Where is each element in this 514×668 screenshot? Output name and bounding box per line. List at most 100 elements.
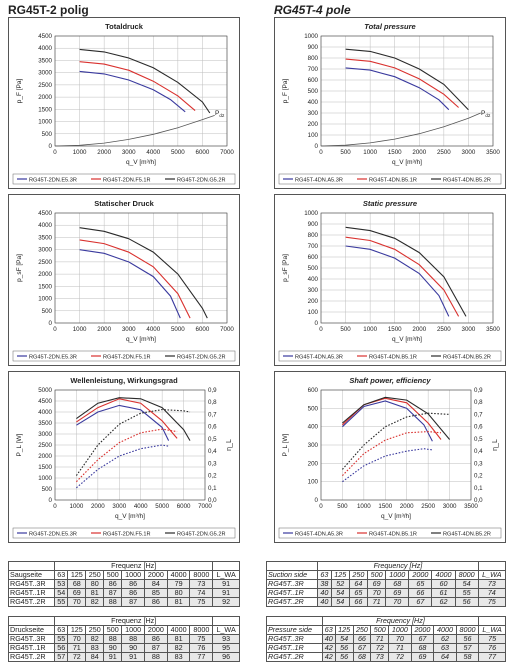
- y-tick-label: 3000: [38, 70, 52, 77]
- annotation-pd2: Pd2: [215, 110, 225, 118]
- heading-left: RG45T-2 polig: [8, 3, 89, 17]
- table-cell: 67: [408, 597, 433, 607]
- x-tick-label: 4000: [134, 503, 148, 510]
- legend-item: RG45T-2DN.F5.1R: [103, 178, 151, 184]
- y-tick-label: 0: [49, 320, 53, 327]
- table-row: RG45T..2R 42 56 68 73 72 69 64 58 77: [266, 652, 506, 662]
- table-cell: 64: [433, 652, 457, 662]
- y-tick-label: 100: [308, 309, 319, 316]
- x-axis-label: q_V [m³/h]: [392, 336, 422, 343]
- legend-item: RG45T-2DN.G5.2R: [177, 178, 226, 184]
- y-tick-label: 4000: [38, 222, 52, 229]
- plot-frame: [320, 389, 472, 501]
- legend-item: RG45T-2DN.F5.1R: [103, 355, 151, 361]
- x-tick-label: 2500: [437, 149, 451, 156]
- table-cell: 42: [321, 652, 336, 662]
- y2-tick-label: 0,6: [208, 424, 217, 431]
- table-cell: 83: [166, 652, 191, 662]
- table-cell: 62: [431, 597, 456, 607]
- x-tick-label: 0: [53, 503, 57, 510]
- x-axis-label: q_V [m³/h]: [126, 336, 156, 343]
- y2-tick-label: 0,6: [474, 424, 483, 431]
- x-tick-label: 2000: [412, 149, 426, 156]
- table-cell: 73: [370, 652, 390, 662]
- y-axis-label: p_F [Pa]: [16, 79, 23, 104]
- y-tick-label: 1500: [38, 106, 52, 113]
- y-axis-label: p_F [Pa]: [282, 79, 289, 104]
- y2-tick-label: 0,0: [208, 497, 217, 504]
- legend-box: [12, 527, 236, 539]
- y-tick-label: 500: [308, 88, 319, 95]
- table-cell: 86: [143, 597, 168, 607]
- table-row: RG45T..2R 57 72 84 91 91 88 83 77 96: [7, 652, 240, 662]
- series-line: [79, 61, 196, 112]
- y-tick-label: 500: [42, 131, 53, 138]
- table-cell: 75: [189, 597, 214, 607]
- chart-title: Total pressure: [364, 22, 415, 31]
- series-line: [345, 245, 450, 317]
- series-line: [76, 398, 178, 439]
- x-tick-label: 1000: [73, 326, 87, 333]
- series-line: [345, 67, 450, 111]
- x-tick-label: 2000: [412, 326, 426, 333]
- y-tick-label: 400: [308, 276, 319, 283]
- series-line-efficiency: [75, 409, 191, 476]
- legend-item: RG45T-4DN.B5.1R: [369, 355, 417, 361]
- y-tick-label: 2500: [38, 442, 52, 449]
- x-tick-label: 6000: [196, 149, 210, 156]
- table-row-label: RG45T..2R: [7, 652, 56, 662]
- y2-axis-label: η_L: [226, 439, 233, 451]
- y-tick-label: 0: [315, 143, 319, 150]
- plot-frame: [54, 35, 228, 147]
- table-cell: 91: [103, 652, 123, 662]
- x-tick-label: 3500: [464, 503, 478, 510]
- y-tick-label: 600: [308, 254, 319, 261]
- legend-item: RG45T-2DN.E5.3R: [29, 178, 77, 184]
- table-row: RG45T..1R 54 69 81 87 86 85 80 74 91: [7, 588, 240, 598]
- noise-table-suction-4pole: Frequency [Hz] Suction side 63 125 250 500 100…: [265, 561, 507, 607]
- table-cell: 92: [212, 597, 240, 607]
- legend-item: RG45T-4DN.A5.3R: [295, 532, 343, 538]
- y-tick-label: 800: [308, 55, 319, 62]
- legend-item: RG45T-4DN.B5.1R: [369, 178, 417, 184]
- table-cell: 71: [367, 597, 387, 607]
- x-tick-label: 6000: [196, 326, 210, 333]
- x-tick-label: 2500: [437, 326, 451, 333]
- table-cell: 77: [189, 652, 214, 662]
- y-tick-label: 1000: [304, 210, 318, 217]
- y-tick-label: 2500: [38, 82, 52, 89]
- table-cell: 56: [334, 652, 354, 662]
- y2-tick-label: 0,3: [208, 460, 217, 467]
- series-line-efficiency: [76, 428, 178, 483]
- x-tick-label: 3000: [443, 503, 457, 510]
- x-tick-label: 3000: [462, 326, 476, 333]
- y-tick-label: 200: [308, 298, 319, 305]
- y-tick-label: 500: [308, 265, 319, 272]
- legend-item: RG45T-4DN.B5.2R: [443, 178, 491, 184]
- y-tick-label: 800: [308, 232, 319, 239]
- legend-box: [278, 527, 502, 539]
- legend-box: [278, 350, 502, 362]
- x-tick-label: 2000: [91, 503, 105, 510]
- legend-item: RG45T-2DN.E5.3R: [29, 355, 77, 361]
- table-row: RG45T..1R 40 54 65 70 69 66 61 55 74: [265, 588, 507, 598]
- x-tick-label: 3500: [486, 149, 500, 156]
- x-axis-label: q_V [m³/h]: [392, 159, 422, 166]
- table-cell: 87: [121, 597, 145, 607]
- table-row: RG45T..1R 56 71 83 90 90 87 82 76 95: [7, 643, 240, 653]
- series-line: [79, 249, 181, 319]
- y-tick-label: 900: [308, 221, 319, 228]
- y-tick-label: 3500: [38, 420, 52, 427]
- y-tick-label: 500: [42, 308, 53, 315]
- y-tick-label: 1000: [38, 475, 52, 482]
- legend-item: RG45T-2DN.E5.3R: [29, 532, 77, 538]
- series-line: [79, 227, 208, 319]
- y2-tick-label: 0,7: [474, 411, 483, 418]
- x-tick-label: 2500: [421, 503, 435, 510]
- x-tick-label: 3000: [122, 149, 136, 156]
- series-line-efficiency: [341, 412, 450, 470]
- y2-tick-label: 0,0: [474, 497, 483, 504]
- x-axis-label: q_V [m³/h]: [115, 513, 145, 520]
